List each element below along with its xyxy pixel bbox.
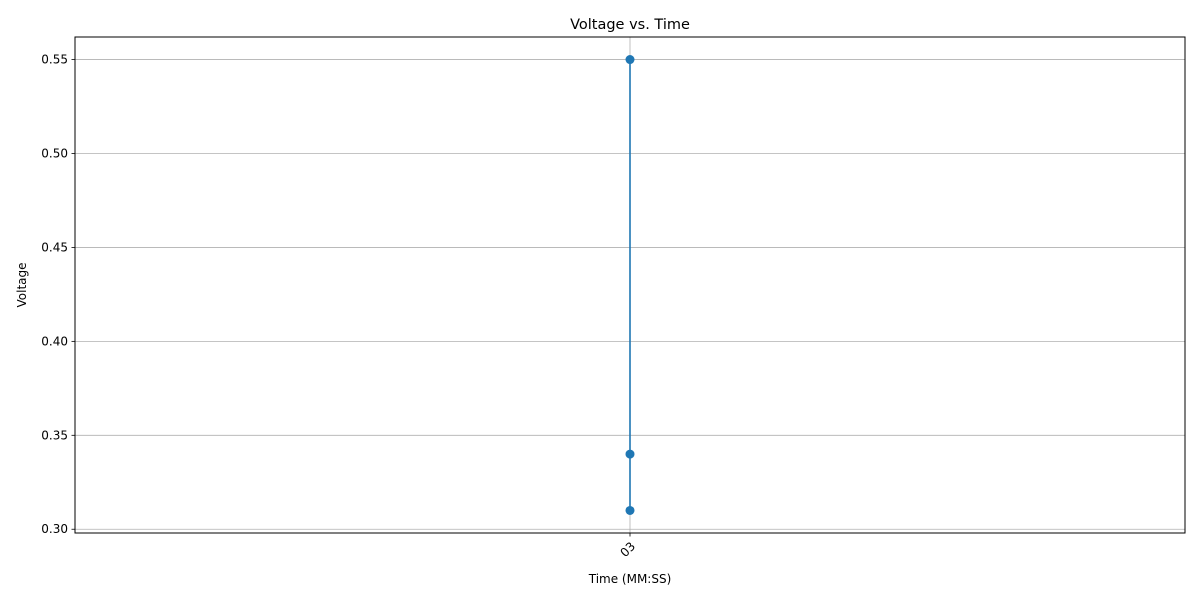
- y-axis: 0.30 0.35 0.40 0.45 0.50 0.55: [41, 53, 75, 536]
- data-point: [625, 449, 635, 459]
- y-axis-label: Voltage: [15, 262, 29, 307]
- y-tick-label: 0.40: [41, 334, 68, 348]
- y-tick-label: 0.55: [41, 53, 68, 67]
- series-layer: [625, 55, 635, 515]
- x-axis-label: Time (MM:SS): [588, 572, 672, 586]
- y-tick-label: 0.35: [41, 428, 68, 442]
- x-tick-label: 03: [617, 539, 638, 560]
- y-tick-label: 0.30: [41, 522, 68, 536]
- y-tick-label: 0.45: [41, 240, 68, 254]
- x-axis: 03: [617, 533, 638, 560]
- y-tick-label: 0.50: [41, 146, 68, 160]
- data-point: [625, 505, 635, 515]
- data-point: [625, 55, 635, 65]
- chart-title: Voltage vs. Time: [570, 17, 690, 33]
